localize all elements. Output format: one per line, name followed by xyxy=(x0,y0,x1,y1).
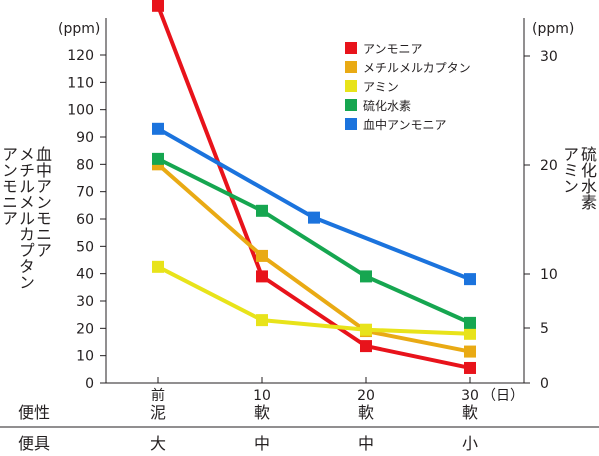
left-axis-label-col-3: アンモニア xyxy=(0,146,18,226)
row-cell: 軟 xyxy=(254,403,270,422)
series-layer xyxy=(152,0,476,374)
data-point xyxy=(464,327,476,340)
left-tick-label: 120 xyxy=(67,48,94,64)
data-point xyxy=(360,340,372,353)
right-axis-label-col-2: アミン xyxy=(560,146,579,194)
series xyxy=(152,122,476,286)
legend-label: メチルメルカプタン xyxy=(363,61,471,75)
row-cell: 中 xyxy=(254,434,270,453)
row-cell: 泥 xyxy=(150,403,166,422)
series xyxy=(152,260,476,340)
left-tick-label: 80 xyxy=(76,157,94,173)
data-point xyxy=(256,270,268,283)
left-tick-label: 20 xyxy=(76,321,94,337)
data-point xyxy=(360,323,372,336)
legend-swatch xyxy=(345,80,357,92)
left-ticks: 0 10 20 30 40 50 60 70 80 90 100 110 120 xyxy=(67,48,106,392)
data-point xyxy=(464,316,476,329)
left-tick-label: 90 xyxy=(76,130,94,146)
data-point xyxy=(464,361,476,374)
left-tick-label: 40 xyxy=(76,267,94,283)
right-ticks: 0 5 10 20 30 xyxy=(524,49,558,392)
table-rows: 便性 泥 軟 軟 軟便具 大 中 中 小 xyxy=(0,403,599,453)
data-point xyxy=(308,211,320,224)
legend-label: 血中アンモニア xyxy=(363,117,447,132)
row-label: 便具 xyxy=(18,434,50,453)
row-cell: 小 xyxy=(462,434,478,453)
data-point xyxy=(152,0,164,12)
right-tick-label: 20 xyxy=(540,158,558,174)
legend-swatch xyxy=(345,99,357,111)
left-tick-label: 100 xyxy=(67,103,94,119)
series-line xyxy=(157,265,471,336)
legend-swatch xyxy=(345,42,357,54)
left-tick-label: 110 xyxy=(67,75,94,91)
data-point xyxy=(256,249,268,262)
data-point xyxy=(256,314,268,327)
x-tick-label: 20 xyxy=(357,388,375,404)
row-cell: 軟 xyxy=(462,403,478,422)
legend-swatch xyxy=(345,61,357,73)
left-axis-unit: (ppm) xyxy=(58,21,100,37)
legend-swatch xyxy=(345,118,357,130)
series xyxy=(152,158,476,358)
right-tick-label: 30 xyxy=(540,49,558,65)
row-cell: 軟 xyxy=(358,403,374,422)
data-point xyxy=(360,270,372,283)
left-tick-label: 60 xyxy=(76,212,94,228)
right-tick-label: 5 xyxy=(540,321,549,337)
right-axis-unit: (ppm) xyxy=(532,21,574,37)
left-axis-label-col-2: メチルメルカプタン xyxy=(16,146,35,290)
right-tick-label: 0 xyxy=(540,376,549,392)
data-point xyxy=(464,345,476,358)
data-point xyxy=(464,273,476,286)
legend-label: 硫化水素 xyxy=(363,98,411,113)
series-line xyxy=(156,5,471,370)
data-point xyxy=(152,152,164,165)
left-tick-label: 10 xyxy=(76,349,94,365)
row-label: 便性 xyxy=(18,403,50,422)
right-axis-label-col-1: 硫化水素 xyxy=(578,146,597,210)
series-line xyxy=(157,157,471,325)
x-ticks: 前 10 20 30 （日） xyxy=(151,377,524,404)
left-axis-label-col-1: 血中アンモニア xyxy=(33,146,52,258)
row-cell: 大 xyxy=(150,434,166,453)
x-axis-unit: （日） xyxy=(482,388,524,404)
x-tick-label: 10 xyxy=(253,388,271,404)
data-point xyxy=(152,122,164,135)
axes xyxy=(105,18,525,384)
left-tick-label: 30 xyxy=(76,294,94,310)
legend-label: アンモニア xyxy=(363,42,423,56)
series-line xyxy=(156,162,471,354)
data-point xyxy=(256,204,268,217)
left-tick-label: 70 xyxy=(76,185,94,201)
row-cell: 中 xyxy=(358,434,374,453)
series xyxy=(152,0,476,374)
right-tick-label: 10 xyxy=(540,267,558,283)
data-point xyxy=(152,260,164,273)
left-tick-label: 0 xyxy=(85,376,94,392)
left-tick-label: 50 xyxy=(76,239,94,255)
x-tick-label: 30 xyxy=(461,388,479,404)
series xyxy=(152,152,476,329)
legend-label: アミン xyxy=(363,80,399,94)
x-tick-label: 前 xyxy=(151,387,165,404)
